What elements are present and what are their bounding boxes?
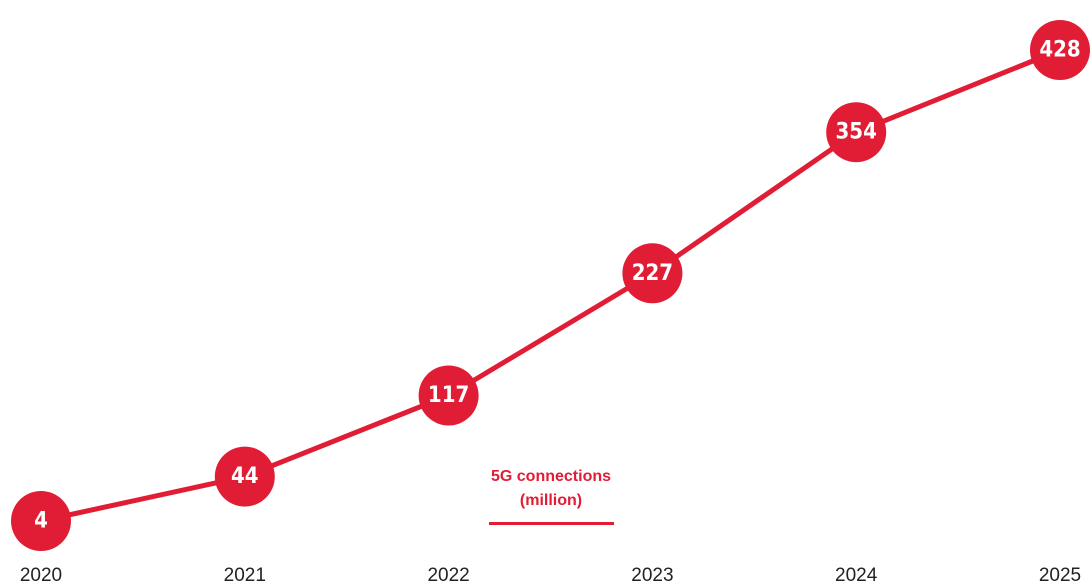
legend-label: 5G connections (million) — [490, 468, 612, 509]
x-tick-label: 2020 — [20, 565, 62, 586]
data-label: 227 — [632, 261, 673, 286]
data-label: 4 — [34, 509, 48, 534]
x-tick-label: 2021 — [224, 565, 266, 586]
data-label: 428 — [1039, 38, 1080, 63]
x-tick-label: 2023 — [631, 565, 673, 586]
data-label: 354 — [836, 120, 877, 145]
data-point — [826, 102, 887, 163]
data-label: 44 — [231, 464, 259, 489]
x-tick-label: 2022 — [427, 565, 469, 586]
data-point — [418, 365, 479, 426]
data-label: 117 — [428, 383, 469, 408]
data-point — [1030, 20, 1090, 80]
series-line — [40, 47, 1061, 524]
data-point — [11, 491, 71, 551]
x-tick-label: 2025 — [1039, 565, 1081, 586]
x-tick-label: 2024 — [835, 565, 878, 586]
data-point — [622, 243, 683, 304]
legend-swatch — [489, 522, 614, 525]
data-point — [214, 446, 275, 507]
